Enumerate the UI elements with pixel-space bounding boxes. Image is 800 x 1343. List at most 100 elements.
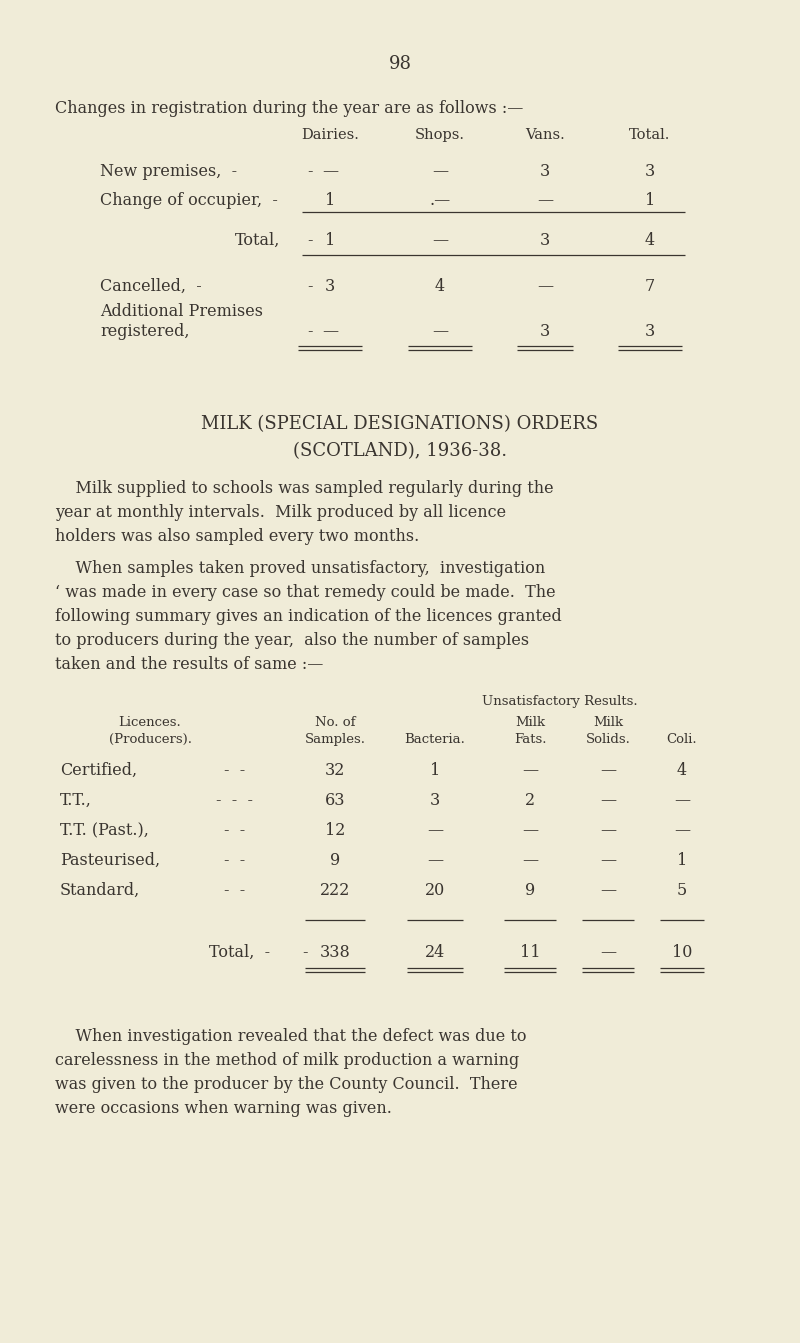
- Text: 4: 4: [677, 761, 687, 779]
- Text: 1: 1: [325, 192, 335, 210]
- Text: Solids.: Solids.: [586, 733, 630, 745]
- Text: following summary gives an indication of the licences granted: following summary gives an indication of…: [55, 608, 562, 624]
- Text: (Producers).: (Producers).: [109, 733, 191, 745]
- Text: Dairies.: Dairies.: [301, 128, 359, 142]
- Text: Total.: Total.: [630, 128, 670, 142]
- Text: -  -: - -: [224, 882, 246, 898]
- Text: —: —: [600, 792, 616, 808]
- Text: taken and the results of same :—: taken and the results of same :—: [55, 655, 323, 673]
- Text: holders was also sampled every two months.: holders was also sampled every two month…: [55, 528, 419, 545]
- Text: —: —: [674, 792, 690, 808]
- Text: Coli.: Coli.: [666, 733, 698, 745]
- Text: (SCOTLAND), 1936-38.: (SCOTLAND), 1936-38.: [293, 442, 507, 461]
- Text: —: —: [600, 851, 616, 869]
- Text: 5: 5: [677, 882, 687, 898]
- Text: Total,: Total,: [234, 232, 280, 248]
- Text: 3: 3: [540, 324, 550, 340]
- Text: ‘ was made in every case so that remedy could be made.  The: ‘ was made in every case so that remedy …: [55, 584, 556, 602]
- Text: Milk supplied to schools was sampled regularly during the: Milk supplied to schools was sampled reg…: [55, 479, 554, 497]
- Text: 3: 3: [325, 278, 335, 295]
- Text: -  -: - -: [224, 822, 246, 839]
- Text: -  -: - -: [224, 851, 246, 869]
- Text: —: —: [322, 324, 338, 340]
- Text: -  -: - -: [224, 761, 246, 779]
- Text: Pasteurised,: Pasteurised,: [60, 851, 160, 869]
- Text: No. of: No. of: [314, 716, 355, 729]
- Text: 3: 3: [540, 163, 550, 180]
- Text: New premises,  -: New premises, -: [100, 163, 237, 180]
- Text: Licences.: Licences.: [118, 716, 182, 729]
- Text: 2: 2: [525, 792, 535, 808]
- Text: —: —: [432, 232, 448, 248]
- Text: Unsatisfactory Results.: Unsatisfactory Results.: [482, 694, 638, 708]
- Text: When investigation revealed that the defect was due to: When investigation revealed that the def…: [55, 1027, 526, 1045]
- Text: 3: 3: [645, 163, 655, 180]
- Text: 11: 11: [520, 944, 540, 962]
- Text: Fats.: Fats.: [514, 733, 546, 745]
- Text: Standard,: Standard,: [60, 882, 140, 898]
- Text: 1: 1: [677, 851, 687, 869]
- Text: 3: 3: [540, 232, 550, 248]
- Text: —: —: [674, 822, 690, 839]
- Text: was given to the producer by the County Council.  There: was given to the producer by the County …: [55, 1076, 518, 1093]
- Text: —: —: [432, 324, 448, 340]
- Text: —: —: [600, 822, 616, 839]
- Text: -  -  -: - - -: [217, 792, 254, 808]
- Text: 1: 1: [430, 761, 440, 779]
- Text: 3: 3: [645, 324, 655, 340]
- Text: 222: 222: [320, 882, 350, 898]
- Text: —: —: [522, 822, 538, 839]
- Text: —: —: [537, 278, 553, 295]
- Text: Certified,: Certified,: [60, 761, 137, 779]
- Text: 10: 10: [672, 944, 692, 962]
- Text: year at monthly intervals.  Milk produced by all licence: year at monthly intervals. Milk produced…: [55, 504, 506, 521]
- Text: T.T.,: T.T.,: [60, 792, 92, 808]
- Text: —: —: [537, 192, 553, 210]
- Text: —: —: [427, 822, 443, 839]
- Text: to producers during the year,  also the number of samples: to producers during the year, also the n…: [55, 633, 529, 649]
- Text: .—: .—: [430, 192, 450, 210]
- Text: —: —: [600, 761, 616, 779]
- Text: —: —: [600, 882, 616, 898]
- Text: 63: 63: [325, 792, 346, 808]
- Text: 32: 32: [325, 761, 345, 779]
- Text: 20: 20: [425, 882, 445, 898]
- Text: When samples taken proved unsatisfactory,  investigation: When samples taken proved unsatisfactory…: [55, 560, 546, 577]
- Text: —: —: [522, 851, 538, 869]
- Text: 9: 9: [525, 882, 535, 898]
- Text: were occasions when warning was given.: were occasions when warning was given.: [55, 1100, 392, 1117]
- Text: 1: 1: [325, 232, 335, 248]
- Text: -: -: [307, 324, 313, 340]
- Text: -: -: [307, 163, 313, 180]
- Text: Additional Premises: Additional Premises: [100, 304, 263, 320]
- Text: -: -: [302, 944, 308, 962]
- Text: Bacteria.: Bacteria.: [405, 733, 466, 745]
- Text: Change of occupier,  -: Change of occupier, -: [100, 192, 278, 210]
- Text: Samples.: Samples.: [305, 733, 366, 745]
- Text: 338: 338: [320, 944, 350, 962]
- Text: —: —: [522, 761, 538, 779]
- Text: 7: 7: [645, 278, 655, 295]
- Text: 98: 98: [389, 55, 411, 73]
- Text: 1: 1: [645, 192, 655, 210]
- Text: —: —: [432, 163, 448, 180]
- Text: Total,  -: Total, -: [209, 944, 270, 962]
- Text: T.T. (Past.),: T.T. (Past.),: [60, 822, 149, 839]
- Text: 4: 4: [435, 278, 445, 295]
- Text: 12: 12: [325, 822, 345, 839]
- Text: —: —: [427, 851, 443, 869]
- Text: Milk: Milk: [515, 716, 545, 729]
- Text: 24: 24: [425, 944, 445, 962]
- Text: 4: 4: [645, 232, 655, 248]
- Text: —: —: [600, 944, 616, 962]
- Text: MILK (SPECIAL DESIGNATIONS) ORDERS: MILK (SPECIAL DESIGNATIONS) ORDERS: [202, 415, 598, 432]
- Text: carelessness in the method of milk production a warning: carelessness in the method of milk produ…: [55, 1052, 519, 1069]
- Text: Vans.: Vans.: [525, 128, 565, 142]
- Text: —: —: [322, 163, 338, 180]
- Text: -: -: [307, 278, 313, 295]
- Text: Shops.: Shops.: [415, 128, 465, 142]
- Text: Milk: Milk: [593, 716, 623, 729]
- Text: 9: 9: [330, 851, 340, 869]
- Text: Changes in registration during the year are as follows :—: Changes in registration during the year …: [55, 99, 523, 117]
- Text: -: -: [307, 232, 313, 248]
